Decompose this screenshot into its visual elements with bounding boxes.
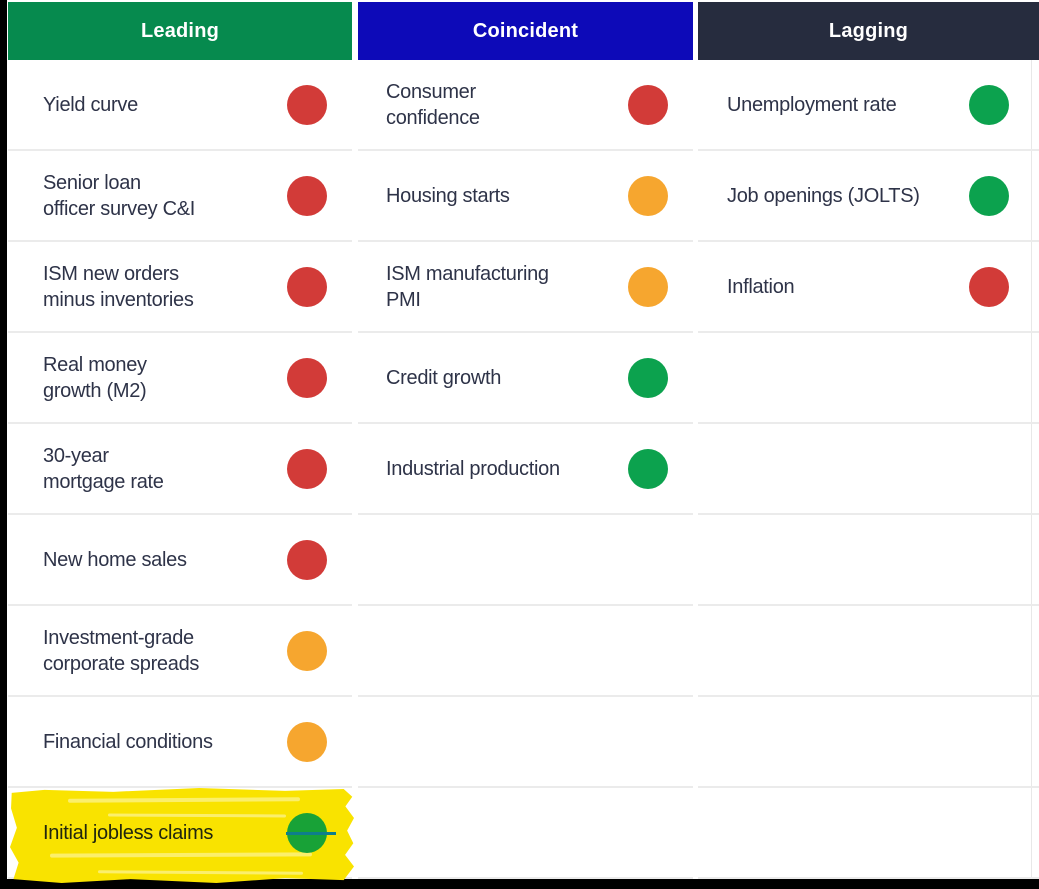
indicator-label: ISM manufacturing PMI [386,262,549,311]
status-dot [287,357,327,398]
empty-cell [698,333,1039,424]
indicator-label: New home sales [43,548,187,571]
empty-cell [698,697,1039,788]
indicator-cell: Investment-grade corporate spreads [8,606,352,697]
empty-cell [698,515,1039,606]
status-dot [969,175,1009,216]
status-dot [287,721,327,762]
indicator-cell: Job openings (JOLTS) [698,151,1039,242]
empty-cell [698,606,1039,697]
indicator-label: Housing starts [386,184,510,207]
indicator-label: Yield curve [43,93,138,116]
indicator-cell: Housing starts [358,151,693,242]
column-leading-rows: Yield curve Senior loan officer survey C… [8,60,352,879]
status-dot [287,266,327,307]
status-dot [287,539,327,580]
indicator-label: Inflation [727,275,795,298]
table-right-border [1031,60,1032,879]
indicator-cell: Senior loan officer survey C&I [8,151,352,242]
column-coincident-rows: Consumer confidence Housing starts ISM m… [358,60,693,879]
status-dot [287,175,327,216]
column-lagging-rows: Unemployment rate Job openings (JOLTS) I… [698,60,1039,879]
indicator-label: 30-year mortgage rate [43,444,164,493]
indicator-label: Job openings (JOLTS) [727,184,920,207]
empty-cell [358,697,693,788]
indicator-cell: Financial conditions [8,697,352,788]
indicator-cell: Consumer confidence [358,60,693,151]
empty-cell [358,788,693,879]
empty-cell [698,788,1039,879]
indicator-cell: Credit growth [358,333,693,424]
status-dot [969,266,1009,307]
status-dot [969,84,1009,125]
status-dot [287,84,327,125]
empty-cell [358,515,693,606]
indicator-label: Financial conditions [43,730,213,753]
status-dot [628,84,668,125]
indicator-label: Credit growth [386,366,502,389]
indicator-label: Real money growth (M2) [43,353,147,402]
status-dot [287,630,327,671]
indicator-cell: ISM new orders minus inventories [8,242,352,333]
indicator-cell: ISM manufacturing PMI [358,242,693,333]
indicator-label: ISM new orders minus inventories [43,262,194,311]
status-dot [628,357,668,398]
status-dot [628,448,668,489]
status-dot [287,448,327,489]
column-header-leading: Leading [8,2,352,60]
bottom-black-bar [0,879,1039,889]
indicator-cell: Inflation [698,242,1039,333]
empty-cell [358,606,693,697]
indicator-label: Senior loan officer survey C&I [43,171,196,220]
column-header-coincident: Coincident [358,2,693,60]
indicator-label: Consumer confidence [386,80,480,129]
indicator-label: Investment-grade corporate spreads [43,626,200,675]
indicator-cell: 30-year mortgage rate [8,424,352,515]
column-header-lagging: Lagging [698,2,1039,60]
indicator-cell: Yield curve [8,60,352,151]
left-black-strip [0,0,7,889]
indicator-cell: Industrial production [358,424,693,515]
indicator-label: Unemployment rate [727,93,897,116]
indicator-label: Initial jobless claims [43,821,214,844]
empty-cell [698,424,1039,515]
indicator-cell: New home sales [8,515,352,606]
indicator-cell: Real money growth (M2) [8,333,352,424]
highlighter-dot-overlap-stripe [286,832,336,835]
status-dot [628,175,668,216]
indicator-cell: Unemployment rate [698,60,1039,151]
status-dot [628,266,668,307]
indicator-label: Industrial production [386,457,560,480]
